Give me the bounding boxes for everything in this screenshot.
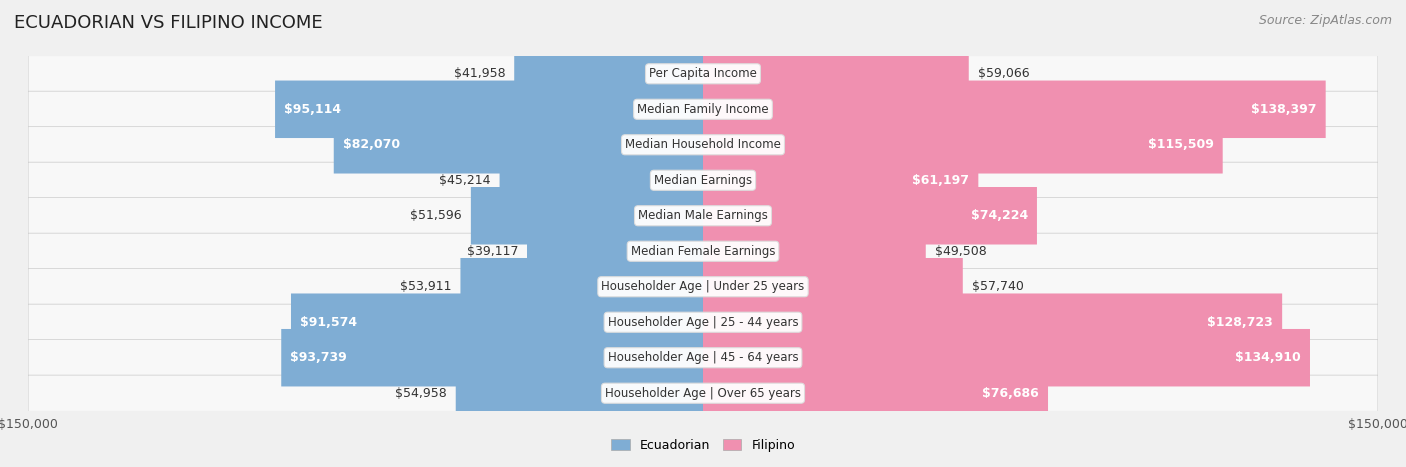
Legend: Ecuadorian, Filipino: Ecuadorian, Filipino [605, 432, 801, 458]
Text: $76,686: $76,686 [983, 387, 1039, 400]
FancyBboxPatch shape [703, 293, 1282, 351]
FancyBboxPatch shape [28, 162, 1378, 198]
FancyBboxPatch shape [28, 91, 1378, 127]
FancyBboxPatch shape [456, 364, 703, 422]
FancyBboxPatch shape [703, 116, 1223, 174]
FancyBboxPatch shape [703, 80, 1326, 138]
FancyBboxPatch shape [291, 293, 703, 351]
FancyBboxPatch shape [281, 329, 703, 387]
Text: $45,214: $45,214 [439, 174, 491, 187]
FancyBboxPatch shape [499, 151, 703, 209]
Text: Source: ZipAtlas.com: Source: ZipAtlas.com [1258, 14, 1392, 27]
FancyBboxPatch shape [28, 269, 1378, 305]
Text: $59,066: $59,066 [977, 67, 1029, 80]
Text: $41,958: $41,958 [454, 67, 505, 80]
Text: Median Household Income: Median Household Income [626, 138, 780, 151]
Text: Householder Age | 45 - 64 years: Householder Age | 45 - 64 years [607, 351, 799, 364]
FancyBboxPatch shape [28, 375, 1378, 411]
FancyBboxPatch shape [28, 198, 1378, 234]
FancyBboxPatch shape [276, 80, 703, 138]
FancyBboxPatch shape [515, 45, 703, 103]
Text: $115,509: $115,509 [1147, 138, 1213, 151]
Text: $82,070: $82,070 [343, 138, 399, 151]
Text: $49,508: $49,508 [935, 245, 987, 258]
FancyBboxPatch shape [28, 56, 1378, 92]
Text: Median Male Earnings: Median Male Earnings [638, 209, 768, 222]
Text: $91,574: $91,574 [299, 316, 357, 329]
FancyBboxPatch shape [471, 187, 703, 245]
Text: Median Earnings: Median Earnings [654, 174, 752, 187]
Text: Householder Age | Over 65 years: Householder Age | Over 65 years [605, 387, 801, 400]
Text: $74,224: $74,224 [970, 209, 1028, 222]
Text: $61,197: $61,197 [912, 174, 969, 187]
Text: $51,596: $51,596 [411, 209, 461, 222]
Text: $53,911: $53,911 [399, 280, 451, 293]
Text: $93,739: $93,739 [290, 351, 347, 364]
FancyBboxPatch shape [703, 364, 1047, 422]
Text: Householder Age | 25 - 44 years: Householder Age | 25 - 44 years [607, 316, 799, 329]
Text: $128,723: $128,723 [1208, 316, 1274, 329]
FancyBboxPatch shape [28, 127, 1378, 163]
Text: Per Capita Income: Per Capita Income [650, 67, 756, 80]
FancyBboxPatch shape [527, 222, 703, 280]
FancyBboxPatch shape [703, 222, 925, 280]
Text: $134,910: $134,910 [1236, 351, 1301, 364]
Text: Median Family Income: Median Family Income [637, 103, 769, 116]
Text: Median Female Earnings: Median Female Earnings [631, 245, 775, 258]
Text: $95,114: $95,114 [284, 103, 342, 116]
Text: $138,397: $138,397 [1251, 103, 1316, 116]
FancyBboxPatch shape [703, 151, 979, 209]
Text: ECUADORIAN VS FILIPINO INCOME: ECUADORIAN VS FILIPINO INCOME [14, 14, 323, 32]
FancyBboxPatch shape [333, 116, 703, 174]
FancyBboxPatch shape [28, 233, 1378, 269]
FancyBboxPatch shape [703, 329, 1310, 387]
FancyBboxPatch shape [703, 45, 969, 103]
Text: $39,117: $39,117 [467, 245, 517, 258]
FancyBboxPatch shape [703, 187, 1038, 245]
FancyBboxPatch shape [460, 258, 703, 316]
Text: $57,740: $57,740 [972, 280, 1024, 293]
FancyBboxPatch shape [28, 340, 1378, 376]
Text: $54,958: $54,958 [395, 387, 447, 400]
FancyBboxPatch shape [703, 258, 963, 316]
Text: Householder Age | Under 25 years: Householder Age | Under 25 years [602, 280, 804, 293]
FancyBboxPatch shape [28, 304, 1378, 340]
